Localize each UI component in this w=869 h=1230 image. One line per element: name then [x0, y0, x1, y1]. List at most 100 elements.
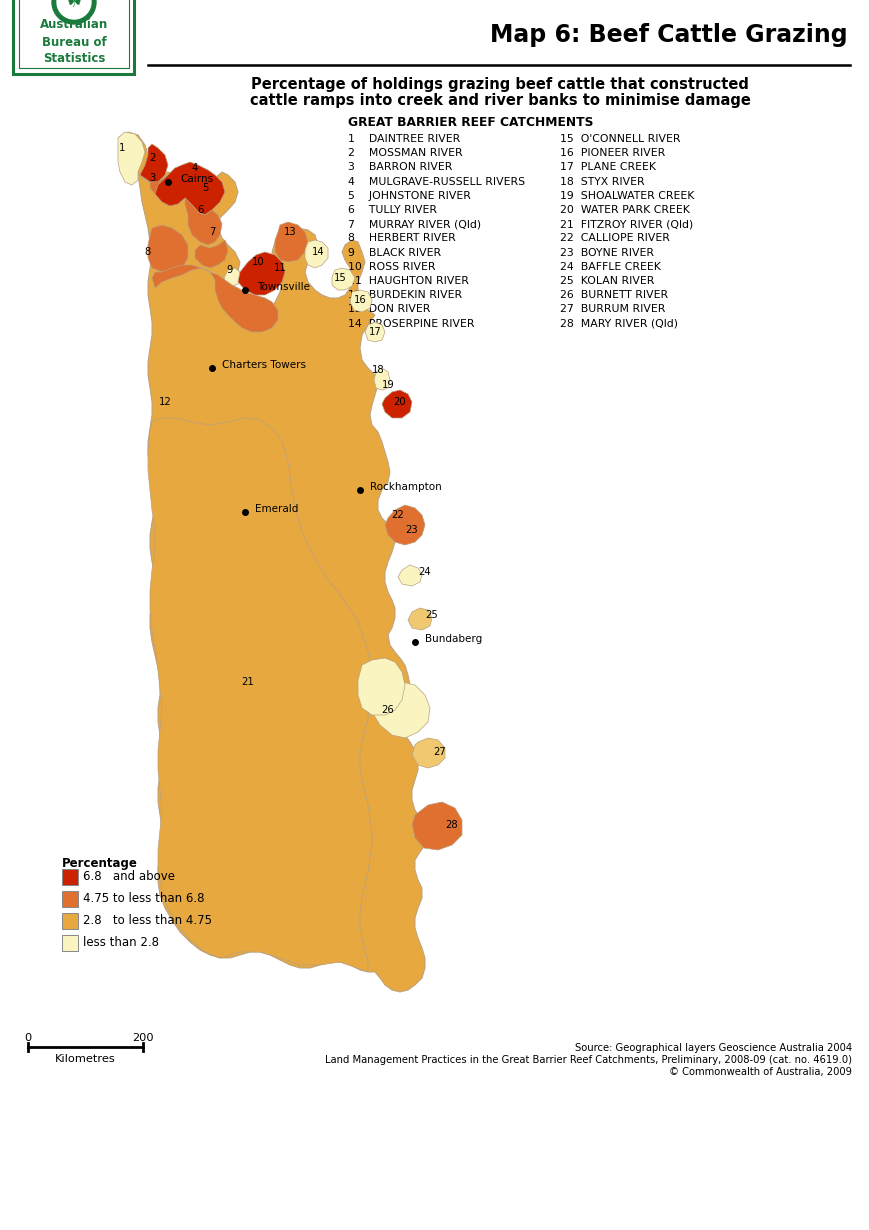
- Polygon shape: [52, 0, 96, 25]
- Polygon shape: [118, 132, 428, 993]
- FancyBboxPatch shape: [14, 0, 135, 74]
- Text: Rockhampton: Rockhampton: [369, 482, 441, 492]
- Text: 24  BAFFLE CREEK: 24 BAFFLE CREEK: [560, 262, 660, 272]
- Text: 28  MARY RIVER (Qld): 28 MARY RIVER (Qld): [560, 319, 677, 328]
- Text: 7    MURRAY RIVER (Qld): 7 MURRAY RIVER (Qld): [348, 219, 481, 229]
- Text: cattle ramps into creek and river banks to minimise damage: cattle ramps into creek and river banks …: [249, 93, 750, 108]
- Text: 6: 6: [196, 205, 203, 215]
- Text: 15: 15: [333, 273, 346, 283]
- Polygon shape: [140, 144, 168, 182]
- Text: 14: 14: [311, 247, 324, 257]
- Text: 16: 16: [353, 295, 366, 305]
- Polygon shape: [148, 418, 372, 972]
- Polygon shape: [185, 198, 222, 245]
- Polygon shape: [374, 368, 389, 390]
- Text: 1    DAINTREE RIVER: 1 DAINTREE RIVER: [348, 134, 460, 144]
- Text: 10: 10: [251, 257, 264, 267]
- Text: 20  WATER PARK CREEK: 20 WATER PARK CREEK: [560, 205, 689, 215]
- Text: 12: 12: [158, 397, 171, 407]
- Text: 3    BARRON RIVER: 3 BARRON RIVER: [348, 162, 452, 172]
- Bar: [62, 891, 78, 907]
- Text: Australian
Bureau of
Statistics: Australian Bureau of Statistics: [40, 18, 108, 65]
- Text: 25: 25: [425, 610, 438, 620]
- Polygon shape: [412, 738, 444, 768]
- Text: 27: 27: [433, 747, 446, 756]
- Polygon shape: [148, 225, 188, 272]
- Text: 4    MULGRAVE-RUSSELL RIVERS: 4 MULGRAVE-RUSSELL RIVERS: [348, 177, 525, 187]
- Text: 19  SHOALWATER CREEK: 19 SHOALWATER CREEK: [560, 191, 693, 200]
- Text: 14  PROSERPINE RIVER: 14 PROSERPINE RIVER: [348, 319, 474, 328]
- Text: 5    JOHNSTONE RIVER: 5 JOHNSTONE RIVER: [348, 191, 470, 200]
- Polygon shape: [349, 290, 372, 312]
- Text: GREAT BARRIER REEF CATCHMENTS: GREAT BARRIER REEF CATCHMENTS: [348, 117, 593, 129]
- Text: 13  DON RIVER: 13 DON RIVER: [348, 304, 430, 315]
- Text: 2: 2: [149, 153, 155, 164]
- Polygon shape: [365, 322, 385, 342]
- Text: 27  BURRUM RIVER: 27 BURRUM RIVER: [560, 304, 665, 315]
- Polygon shape: [149, 169, 188, 205]
- Bar: [62, 913, 78, 929]
- Polygon shape: [372, 681, 429, 738]
- Polygon shape: [408, 608, 432, 630]
- Polygon shape: [332, 268, 355, 290]
- Polygon shape: [155, 162, 225, 215]
- Text: 3: 3: [149, 173, 155, 183]
- Text: 6    TULLY RIVER: 6 TULLY RIVER: [348, 205, 436, 215]
- Text: 7: 7: [209, 228, 215, 237]
- Polygon shape: [195, 240, 228, 268]
- Text: 4: 4: [192, 164, 198, 173]
- Polygon shape: [238, 252, 285, 295]
- Text: 2    MOSSMAN RIVER: 2 MOSSMAN RIVER: [348, 148, 462, 159]
- Text: 23  BOYNE RIVER: 23 BOYNE RIVER: [560, 247, 653, 257]
- Bar: [62, 870, 78, 886]
- Text: 9: 9: [227, 264, 233, 276]
- Text: 26  BURNETT RIVER: 26 BURNETT RIVER: [560, 290, 667, 300]
- Polygon shape: [385, 506, 425, 545]
- Text: ☘: ☘: [67, 0, 82, 11]
- Text: 22  CALLIOPE RIVER: 22 CALLIOPE RIVER: [560, 234, 669, 244]
- Text: 19: 19: [381, 380, 394, 390]
- Text: 25  KOLAN RIVER: 25 KOLAN RIVER: [560, 276, 653, 287]
- Text: 8    HERBERT RIVER: 8 HERBERT RIVER: [348, 234, 455, 244]
- Polygon shape: [57, 0, 91, 18]
- Text: 11  HAUGHTON RIVER: 11 HAUGHTON RIVER: [348, 276, 468, 287]
- Text: 28: 28: [445, 820, 458, 830]
- Text: 16  PIONEER RIVER: 16 PIONEER RIVER: [560, 148, 665, 159]
- Polygon shape: [412, 802, 461, 850]
- Text: 26: 26: [381, 705, 394, 715]
- Polygon shape: [357, 658, 405, 715]
- Bar: [62, 935, 78, 951]
- Text: © Commonwealth of Australia, 2009: © Commonwealth of Australia, 2009: [668, 1066, 851, 1077]
- Polygon shape: [381, 390, 412, 418]
- Text: 21: 21: [242, 676, 254, 688]
- Text: Bundaberg: Bundaberg: [425, 633, 481, 645]
- Text: 4.75 to less than 6.8: 4.75 to less than 6.8: [83, 893, 204, 905]
- Polygon shape: [397, 565, 421, 585]
- Polygon shape: [223, 268, 242, 287]
- Polygon shape: [305, 240, 328, 268]
- Polygon shape: [275, 221, 308, 262]
- Text: 18: 18: [371, 365, 384, 375]
- Text: Percentage: Percentage: [62, 856, 137, 870]
- Text: 21  FITZROY RIVER (Qld): 21 FITZROY RIVER (Qld): [560, 219, 693, 229]
- Text: 1: 1: [119, 143, 125, 153]
- Text: 0: 0: [24, 1033, 31, 1043]
- Text: 20: 20: [394, 397, 406, 407]
- Polygon shape: [152, 264, 278, 332]
- Text: 5: 5: [202, 183, 208, 193]
- Text: 15  O'CONNELL RIVER: 15 O'CONNELL RIVER: [560, 134, 680, 144]
- Text: less than 2.8: less than 2.8: [83, 936, 159, 950]
- Text: 13: 13: [283, 228, 296, 237]
- Text: Charters Towers: Charters Towers: [222, 360, 306, 370]
- Text: 23: 23: [405, 525, 418, 535]
- Text: 22: 22: [391, 510, 404, 520]
- Text: 17: 17: [368, 327, 381, 337]
- Text: Source: Geographical layers Geoscience Australia 2004: Source: Geographical layers Geoscience A…: [574, 1043, 851, 1053]
- Text: Townsville: Townsville: [256, 282, 309, 292]
- Text: 17  PLANE CREEK: 17 PLANE CREEK: [560, 162, 655, 172]
- Text: 24: 24: [418, 567, 431, 577]
- Text: Map 6: Beef Cattle Grazing: Map 6: Beef Cattle Grazing: [490, 23, 847, 47]
- Text: Land Management Practices in the Great Barrier Reef Catchments, Preliminary, 200: Land Management Practices in the Great B…: [325, 1055, 851, 1065]
- Text: 6.8   and above: 6.8 and above: [83, 871, 175, 883]
- Text: 10  ROSS RIVER: 10 ROSS RIVER: [348, 262, 435, 272]
